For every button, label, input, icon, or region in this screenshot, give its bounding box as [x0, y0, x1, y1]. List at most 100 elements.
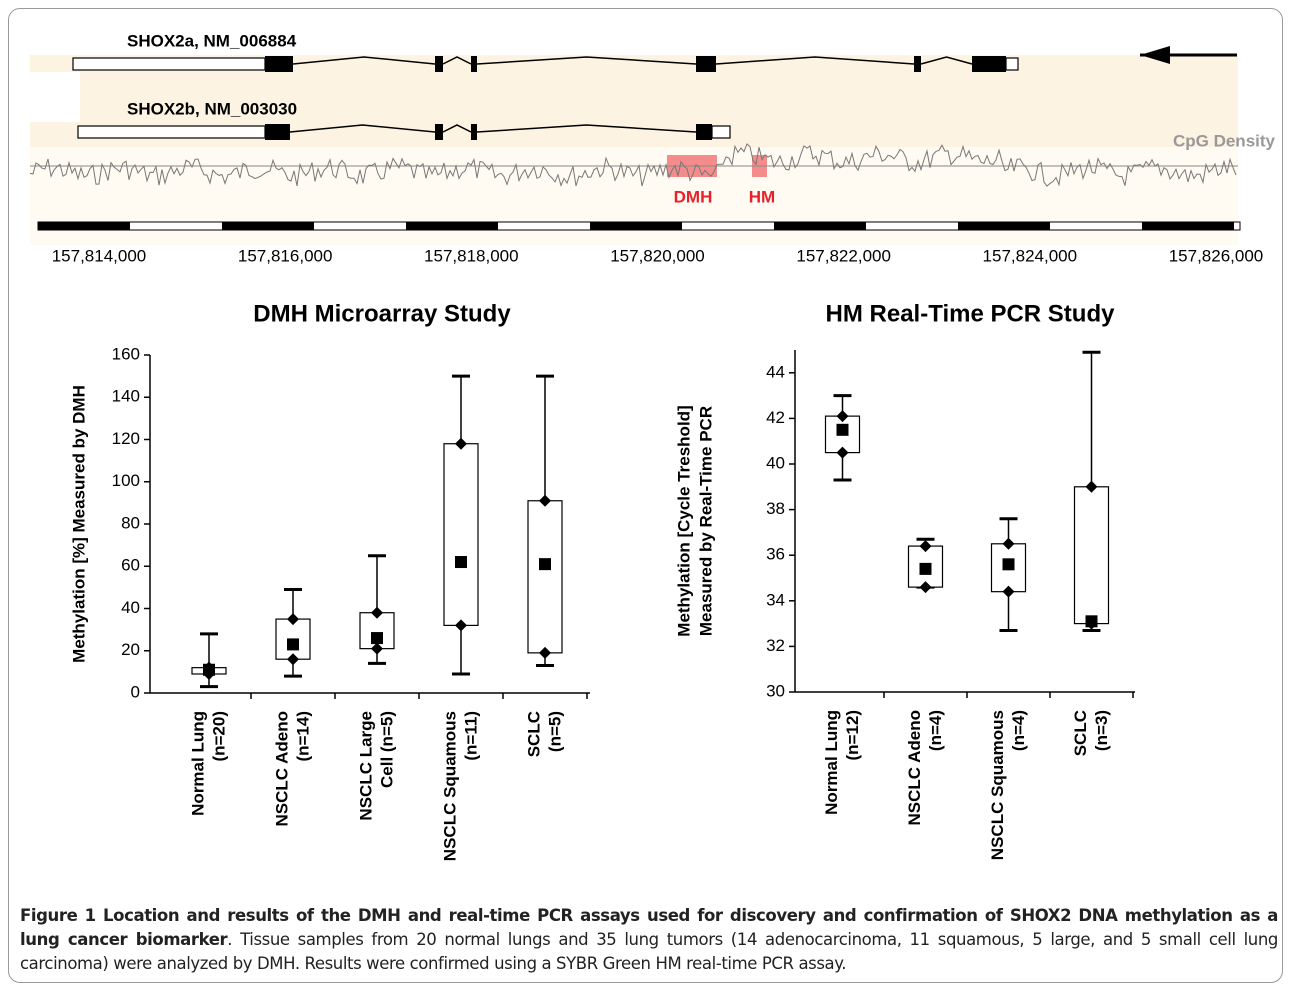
quartile-marker [919, 581, 932, 594]
y-axis-label: Methylation [Cycle Treshold] [674, 405, 693, 636]
y-tick-label: 80 [121, 513, 140, 532]
y-tick-label: 100 [112, 471, 140, 490]
center-marker [836, 423, 849, 436]
exon [696, 56, 716, 72]
exon [471, 124, 477, 140]
caption: Figure 1 Location and results of the DMH… [20, 904, 1278, 976]
transcript-box [1005, 57, 1019, 71]
y-tick-label: 40 [121, 598, 140, 617]
center-marker [287, 638, 299, 651]
y-tick-label: 42 [766, 408, 785, 427]
quartile-marker [836, 410, 849, 423]
caption-title: Figure 1 Location and results of the DMH… [20, 906, 1278, 949]
exon [471, 56, 477, 72]
y-tick-label: 40 [766, 453, 785, 472]
center-marker [1002, 558, 1015, 571]
y-axis-label: Methylation [%] Measured by DMH [69, 385, 88, 663]
x-tick-label: NSCLC Squamous [440, 711, 459, 861]
ruler-segment [406, 222, 498, 230]
transcript-box [711, 125, 731, 139]
chart-title: DMH Microarray Study [253, 300, 511, 327]
ruler-segment [1142, 222, 1234, 230]
quartile-marker [836, 446, 849, 459]
cpg-label: CpG Density [1173, 131, 1276, 150]
coordinate-label: 157,814,000 [52, 246, 147, 265]
x-tick-label: (n=20) [209, 711, 228, 762]
ruler-segment [774, 222, 866, 230]
direction-arrow-head [1140, 46, 1170, 64]
coordinate-label: 157,818,000 [424, 246, 519, 265]
caption-text: . Tissue samples from 20 normal lungs an… [20, 930, 1279, 973]
box [1073, 486, 1110, 625]
ruler-segment [958, 222, 1050, 230]
x-tick-label: Cell (n=5) [377, 711, 396, 788]
center-marker [455, 556, 467, 569]
coordinate-label: 157,816,000 [238, 246, 333, 265]
y-tick-label: 20 [121, 640, 140, 659]
x-tick-label: SCLC [524, 711, 543, 757]
y-tick-label: 120 [112, 429, 140, 448]
transcript-box [77, 125, 266, 139]
y-tick-label: 36 [766, 545, 785, 564]
ruler-segment [38, 222, 130, 230]
figure: SHOX2a, NM_006884 SHOX2b, NM_003030 CpG … [29, 31, 1276, 861]
coordinate-label: 157,822,000 [796, 246, 891, 265]
center-marker [203, 663, 215, 676]
x-tick-label: Normal Lung [822, 710, 841, 815]
transcript-label: SHOX2b, NM_003030 [127, 99, 297, 118]
exon [914, 56, 921, 72]
coordinate-label: 157,824,000 [983, 246, 1078, 265]
x-tick-label: NSCLC Adeno [905, 710, 924, 826]
exon [435, 124, 443, 140]
intron [292, 56, 973, 65]
y-tick-label: 0 [131, 682, 140, 701]
quartile-marker [455, 619, 467, 632]
track-background [30, 72, 80, 122]
quartile-marker [287, 613, 299, 626]
y-tick-label: 30 [766, 681, 785, 700]
quartile-marker [539, 646, 551, 659]
quartile-marker [1085, 480, 1098, 493]
x-tick-label: NSCLC Large [356, 711, 375, 821]
intron [289, 124, 697, 133]
x-tick-label: (n=14) [293, 711, 312, 762]
quartile-marker [539, 494, 551, 507]
y-tick-label: 32 [766, 636, 785, 655]
y-axis-label: Measured by Real-Time PCR [696, 406, 715, 636]
quartile-marker [919, 540, 932, 553]
y-tick-label: 160 [112, 344, 140, 363]
y-tick-label: 44 [766, 362, 785, 381]
exon [265, 124, 290, 140]
y-tick-label: 38 [766, 499, 785, 518]
center-marker [539, 558, 551, 571]
exon [972, 56, 1006, 72]
x-tick-label: (n=5) [545, 711, 564, 752]
x-tick-label: (n=11) [461, 711, 480, 761]
x-tick-label: (n=4) [1009, 710, 1028, 751]
quartile-marker [371, 606, 383, 619]
ruler-segment [590, 222, 682, 230]
transcript-label: SHOX2a, NM_006884 [127, 31, 297, 50]
exon [265, 56, 293, 72]
cpg-density [29, 143, 1237, 188]
coordinate-label: 157,826,000 [1169, 246, 1264, 265]
y-tick-label: 60 [121, 556, 140, 575]
quartile-marker [371, 642, 383, 655]
region-label: HM [749, 187, 775, 206]
x-tick-label: SCLC [1071, 710, 1090, 756]
x-tick-label: NSCLC Adeno [272, 711, 291, 827]
x-tick-label: Normal Lung [188, 711, 207, 816]
x-tick-label: (n=3) [1092, 710, 1111, 751]
center-marker [919, 562, 932, 575]
figure-frame [8, 8, 1283, 983]
exon [696, 124, 712, 140]
region-label: DMH [674, 187, 713, 206]
y-tick-label: 140 [112, 387, 140, 406]
center-marker [371, 632, 383, 645]
x-tick-label: (n=4) [926, 710, 945, 751]
exon [435, 56, 443, 72]
x-tick-label: NSCLC Squamous [988, 710, 1007, 860]
coordinate-label: 157,820,000 [610, 246, 705, 265]
quartile-marker [455, 437, 467, 450]
